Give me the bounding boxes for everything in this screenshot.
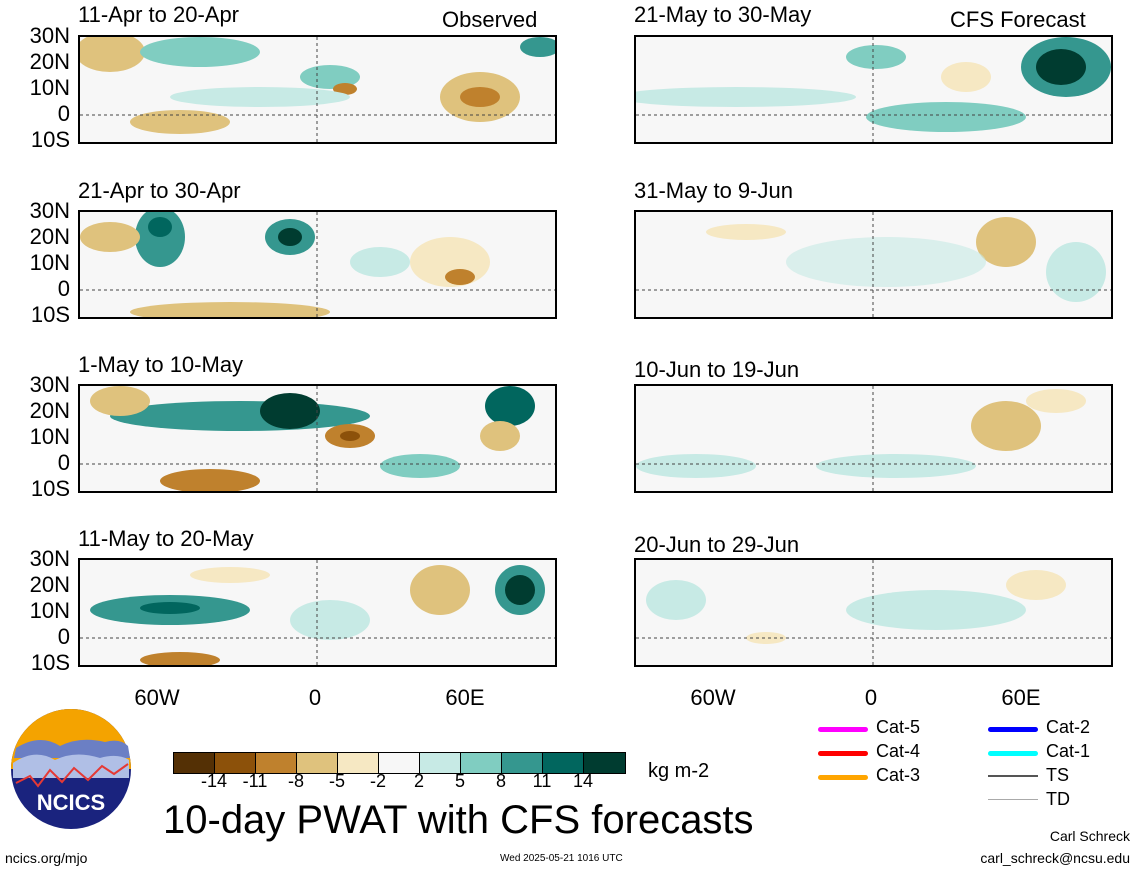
- colorbar-tick-label: -14: [200, 771, 227, 791]
- legend-label: TD: [1046, 789, 1070, 809]
- lat-label: 10N: [29, 75, 70, 100]
- panel-title-2: 21-May to 30-May: [634, 2, 812, 27]
- map-panel-8: [634, 558, 1113, 667]
- panel-title-4: 31-May to 9-Jun: [634, 178, 793, 203]
- lat-label: 10N: [29, 250, 70, 275]
- panel-title-3: 21-Apr to 30-Apr: [78, 178, 241, 203]
- legend-label: Cat-3: [876, 765, 921, 785]
- lat-label: 20N: [29, 224, 70, 249]
- lat-label: 10S: [30, 302, 70, 327]
- colorbar-swatch: [215, 753, 256, 773]
- map-panel-7: [78, 558, 557, 667]
- panel-title-6: 10-Jun to 19-Jun: [634, 357, 800, 382]
- map-panel-5: [78, 384, 557, 493]
- panel-title-8: 20-Jun to 29-Jun: [634, 532, 800, 557]
- colorbar-tick-label: -11: [242, 771, 268, 791]
- map-panel-6: [634, 384, 1113, 493]
- lon-label-60w-right: 60W: [690, 685, 736, 710]
- colorbar-tick-label: 2: [413, 771, 424, 791]
- colorbar-swatch: [256, 753, 297, 773]
- lat-label: 30N: [29, 546, 70, 571]
- colorbar-swatch: [297, 753, 338, 773]
- lat-label: 10N: [29, 598, 70, 623]
- legend-label: TS: [1046, 765, 1070, 785]
- legend-line-ts: [988, 775, 1038, 777]
- lat-label: 0: [57, 101, 70, 126]
- legend-line-td: [988, 799, 1038, 800]
- map-panel-3: [78, 210, 557, 319]
- panel-title-7: 11-May to 20-May: [78, 526, 254, 551]
- colorbar-tick-label: 11: [532, 771, 552, 791]
- colorbar-tick-label: -8: [287, 771, 304, 791]
- lat-label: 20N: [29, 49, 70, 74]
- lat-label: 30N: [29, 23, 70, 48]
- lat-label: 20N: [29, 398, 70, 423]
- main-title: 10-day PWAT with CFS forecasts: [163, 798, 754, 842]
- ncics-logo: NCICS: [10, 708, 132, 830]
- colorbar-tick-label: -5: [328, 771, 345, 791]
- footer-author: Carl Schreck: [1049, 828, 1130, 844]
- colorbar-tick-label: -2: [369, 771, 386, 791]
- colorbar-tick-label: 8: [495, 771, 506, 791]
- lon-label-0-left: 0: [308, 685, 322, 710]
- colorbar-swatch: [174, 753, 215, 773]
- footer-timestamp: Wed 2025-05-21 1016 UTC: [500, 853, 623, 864]
- panel-title-1: 11-Apr to 20-Apr: [78, 2, 240, 27]
- legend-line-cat-3: [818, 775, 868, 780]
- lat-label: 10S: [30, 476, 70, 501]
- lat-label: 30N: [29, 372, 70, 397]
- colorbar-tick-label: 5: [454, 771, 465, 791]
- lon-label-60w-left: 60W: [134, 685, 180, 710]
- observed-label: Observed: [442, 7, 538, 32]
- lat-label: 10N: [29, 424, 70, 449]
- colorbar-swatch: [379, 753, 420, 773]
- colorbar: [173, 752, 626, 774]
- colorbar-swatch: [420, 753, 461, 773]
- legend-label: Cat-5: [876, 717, 921, 737]
- lat-label: 10S: [30, 127, 70, 152]
- footer-url: ncics.org/mjo: [5, 850, 88, 866]
- colorbar-tick-label: 14: [572, 771, 594, 791]
- lon-label-60e-right: 60E: [1001, 685, 1041, 710]
- logo-text: NCICS: [36, 790, 106, 815]
- footer-email: carl_schreck@ncsu.edu: [980, 850, 1130, 866]
- map-panel-4: [634, 210, 1113, 319]
- panel-title-5: 1-May to 10-May: [78, 352, 244, 377]
- lat-label: 0: [57, 450, 70, 475]
- legend-label: Cat-1: [1046, 741, 1091, 761]
- lat-label: 0: [57, 276, 70, 301]
- colorbar-swatch: [584, 753, 625, 773]
- map-panel-2: [634, 35, 1113, 144]
- colorbar-swatch: [543, 753, 584, 773]
- colorbar-swatch: [502, 753, 543, 773]
- colorbar-swatch: [338, 753, 379, 773]
- lat-label: 20N: [29, 572, 70, 597]
- lat-label: 10S: [30, 650, 70, 675]
- legend-line-cat-5: [818, 727, 868, 732]
- legend-label: Cat-4: [876, 741, 921, 761]
- lat-label: 30N: [29, 198, 70, 223]
- lon-label-0-right: 0: [864, 685, 878, 710]
- colorbar-swatch: [461, 753, 502, 773]
- lon-label-60e-left: 60E: [445, 685, 485, 710]
- legend-line-cat-4: [818, 751, 868, 756]
- map-panel-1: [78, 35, 557, 144]
- legend-line-cat-1: [988, 751, 1038, 756]
- lat-label: 0: [57, 624, 70, 649]
- forecast-label: CFS Forecast: [950, 7, 1086, 32]
- colorbar-unit: kg m-2: [648, 760, 710, 782]
- legend-label: Cat-2: [1046, 717, 1091, 737]
- legend-line-cat-2: [988, 727, 1038, 732]
